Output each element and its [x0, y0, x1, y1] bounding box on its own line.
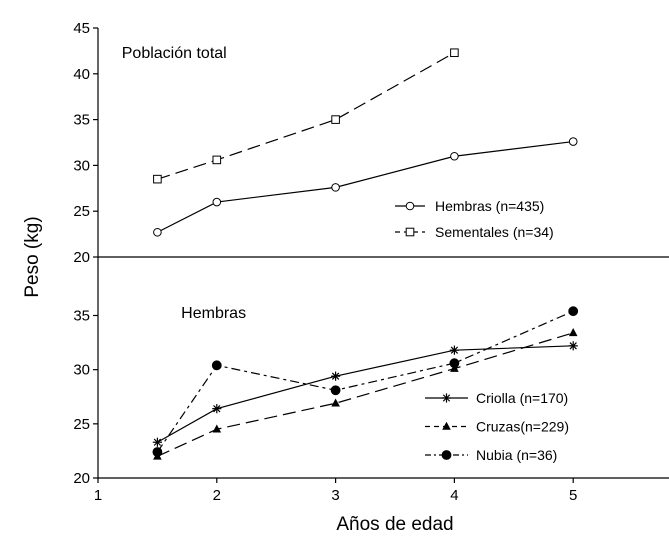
legend-label: Nubia (n=36) — [476, 447, 557, 463]
marker-asterisk — [331, 371, 341, 381]
marker-circle-filled — [441, 450, 452, 460]
marker-square-open — [405, 227, 415, 237]
y-tick-label: 45 — [73, 20, 90, 37]
y-tick-label: 25 — [73, 203, 90, 220]
asterisk-stroke — [213, 404, 221, 413]
marker-triangle-filled — [568, 328, 578, 337]
series-line-1-1 — [157, 332, 574, 457]
marker-asterisk — [449, 345, 459, 355]
marker-triangle-filled — [212, 424, 222, 433]
y-tick-label: 30 — [73, 362, 90, 379]
asterisk-stroke — [569, 342, 577, 350]
marker-square-open — [153, 174, 162, 184]
marker-asterisk — [568, 341, 578, 351]
marker-triangle-filled — [331, 398, 340, 407]
legend-label: Hembras (n=435) — [435, 198, 544, 214]
marker-circle-filled — [568, 306, 579, 317]
x-tick-label: 1 — [94, 487, 102, 504]
y-axis-title: Peso (kg) — [22, 216, 43, 297]
series-line-0-1 — [157, 52, 455, 180]
marker-circle-open — [405, 201, 415, 211]
panel-title-bottom: Hembras — [181, 305, 246, 322]
marker-circle-open — [212, 197, 222, 207]
marker-circle-filled — [449, 358, 460, 369]
series-line-0-0 — [157, 140, 574, 233]
marker-asterisk — [212, 404, 222, 414]
legend-label: Cruzas(n=229) — [476, 419, 569, 435]
marker-square-open — [212, 155, 222, 165]
marker-circle-filled — [330, 385, 341, 396]
x-tick-label: 4 — [450, 487, 458, 504]
asterisk-stroke — [450, 346, 459, 354]
marker-circle-filled — [152, 447, 163, 457]
marker-asterisk — [441, 393, 452, 403]
marker-circle-open — [568, 137, 578, 146]
marker-circle-filled — [211, 360, 222, 371]
asterisk-stroke — [331, 372, 340, 380]
marker-square-open — [331, 115, 340, 124]
x-tick-label: 3 — [331, 487, 339, 504]
y-tick-label: 35 — [73, 112, 90, 129]
marker-circle-open — [450, 151, 459, 161]
asterisk-stroke — [153, 438, 162, 446]
asterisk-stroke — [442, 394, 451, 402]
y-tick-label: 20 — [73, 470, 90, 487]
x-tick-label: 2 — [213, 487, 221, 504]
chart-marks — [152, 48, 579, 460]
marker-asterisk — [152, 437, 162, 447]
panel-title-top: Población total — [122, 45, 227, 62]
x-tick-label: 5 — [569, 487, 577, 504]
axes: 20253035404520253035123456Años de edadPe… — [22, 20, 669, 535]
y-tick-label: 35 — [73, 308, 90, 325]
legend-label: Sementales (n=34) — [435, 224, 554, 240]
x-axis-title: Años de edad — [336, 514, 453, 535]
legends: Hembras (n=435) Sementales (n=34) Criolla … — [395, 198, 569, 463]
marker-triangle-filled — [442, 421, 451, 430]
legend-label: Criolla (n=170) — [476, 390, 568, 406]
marker-square-open — [450, 48, 459, 58]
y-tick-label: 30 — [73, 157, 90, 174]
y-tick-label: 40 — [73, 66, 90, 83]
y-tick-label: 25 — [73, 416, 90, 433]
marker-circle-open — [153, 227, 162, 237]
y-tick-label: 20 — [73, 249, 90, 266]
marker-circle-open — [331, 183, 340, 192]
